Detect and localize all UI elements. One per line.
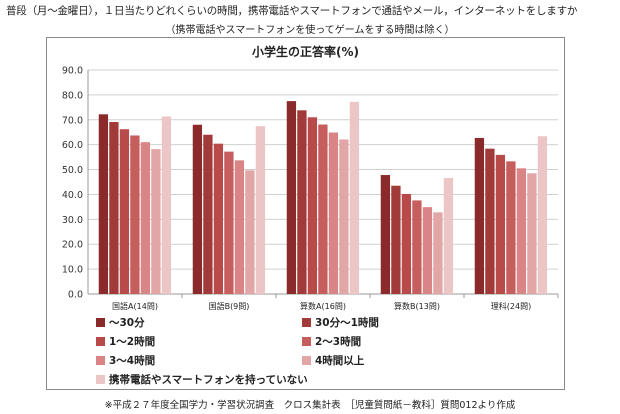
legend-item: 携帯電話やスマートフォンを持っていない <box>96 372 308 387</box>
bar <box>443 178 454 294</box>
bar <box>391 185 401 294</box>
legend: 〜30分 30分〜1時間 1〜2時間 2〜3時間 3〜4時間 4時間以上 携帯電… <box>96 315 516 393</box>
x-tick-label: 理科(24問) <box>491 301 531 311</box>
bar <box>422 207 433 294</box>
bar <box>140 142 151 294</box>
bar <box>328 132 339 294</box>
bar <box>537 136 548 294</box>
bar <box>339 139 349 294</box>
y-tick-label: 30.0 <box>62 215 83 226</box>
legend-swatch <box>96 356 105 365</box>
x-tick-label: 国語B(9問) <box>209 301 250 311</box>
legend-item: 〜30分 <box>96 315 145 330</box>
bar <box>506 161 516 294</box>
legend-item: 30分〜1時間 <box>302 315 379 330</box>
bar <box>224 151 234 294</box>
legend-label: 30分〜1時間 <box>315 317 379 329</box>
bar <box>401 193 412 294</box>
bar <box>485 148 495 294</box>
legend-item: 1〜2時間 <box>96 334 155 349</box>
bar <box>130 135 140 294</box>
legend-label: 2〜3時間 <box>315 336 362 348</box>
bar <box>151 149 161 294</box>
bar <box>234 160 245 294</box>
y-tick-label: 60.0 <box>62 140 83 151</box>
question-text: 普段（月〜金曜日），１日当たりどれくらいの時間，携帯電話やスマートフォンで通話や… <box>6 5 578 17</box>
bar <box>412 200 422 294</box>
bar <box>161 116 172 294</box>
note-text: （携帯電話やスマートフォンを使ってゲームをする時間は除く） <box>165 25 455 36</box>
bar <box>213 143 224 294</box>
bar <box>245 170 255 294</box>
bar <box>98 114 109 295</box>
legend-swatch <box>96 375 105 384</box>
source-note: ※平成２７年度全国学力・学習状況調査 クロス集計表 ［児童質問紙－教科］質問01… <box>104 400 516 411</box>
x-tick-label: 国語A(14問) <box>112 301 158 311</box>
bar <box>307 117 318 295</box>
legend-swatch <box>302 318 311 327</box>
x-tick-label: 算数A(16問) <box>300 301 346 311</box>
bar <box>255 126 266 294</box>
bar <box>349 101 360 294</box>
legend-swatch <box>302 356 311 365</box>
legend-swatch <box>96 318 105 327</box>
bar <box>119 129 130 294</box>
bar <box>109 122 119 294</box>
legend-label: 携帯電話やスマートフォンを持っていない <box>109 374 308 386</box>
legend-label: 3〜4時間 <box>109 355 156 367</box>
legend-item: 2〜3時間 <box>302 334 361 349</box>
legend-label: 4時間以上 <box>315 355 365 367</box>
bar <box>433 212 443 294</box>
bar <box>516 168 527 294</box>
legend-label: 1〜2時間 <box>109 336 156 348</box>
bar <box>318 124 328 294</box>
y-tick-label: 0.0 <box>68 290 83 301</box>
bar <box>474 137 485 294</box>
y-tick-label: 50.0 <box>62 165 83 176</box>
y-tick-label: 80.0 <box>62 90 83 101</box>
chart-title: 小学生の正答率(%) <box>252 45 359 59</box>
bar <box>380 175 391 294</box>
legend-label: 〜30分 <box>109 317 145 329</box>
legend-swatch <box>96 337 105 346</box>
y-tick-label: 70.0 <box>62 115 83 126</box>
bar <box>527 173 537 294</box>
legend-item: 3〜4時間 <box>96 353 155 368</box>
bar <box>495 154 506 294</box>
legend-item: 4時間以上 <box>302 353 364 368</box>
y-tick-label: 20.0 <box>62 240 83 251</box>
y-tick-label: 10.0 <box>62 265 83 276</box>
bar <box>203 134 213 294</box>
x-tick-label: 算数B(13問) <box>394 301 440 311</box>
bar <box>297 110 307 294</box>
bar <box>286 101 297 294</box>
y-tick-label: 40.0 <box>62 190 83 201</box>
legend-swatch <box>302 337 311 346</box>
bar <box>192 124 203 294</box>
y-tick-label: 90.0 <box>62 66 83 77</box>
